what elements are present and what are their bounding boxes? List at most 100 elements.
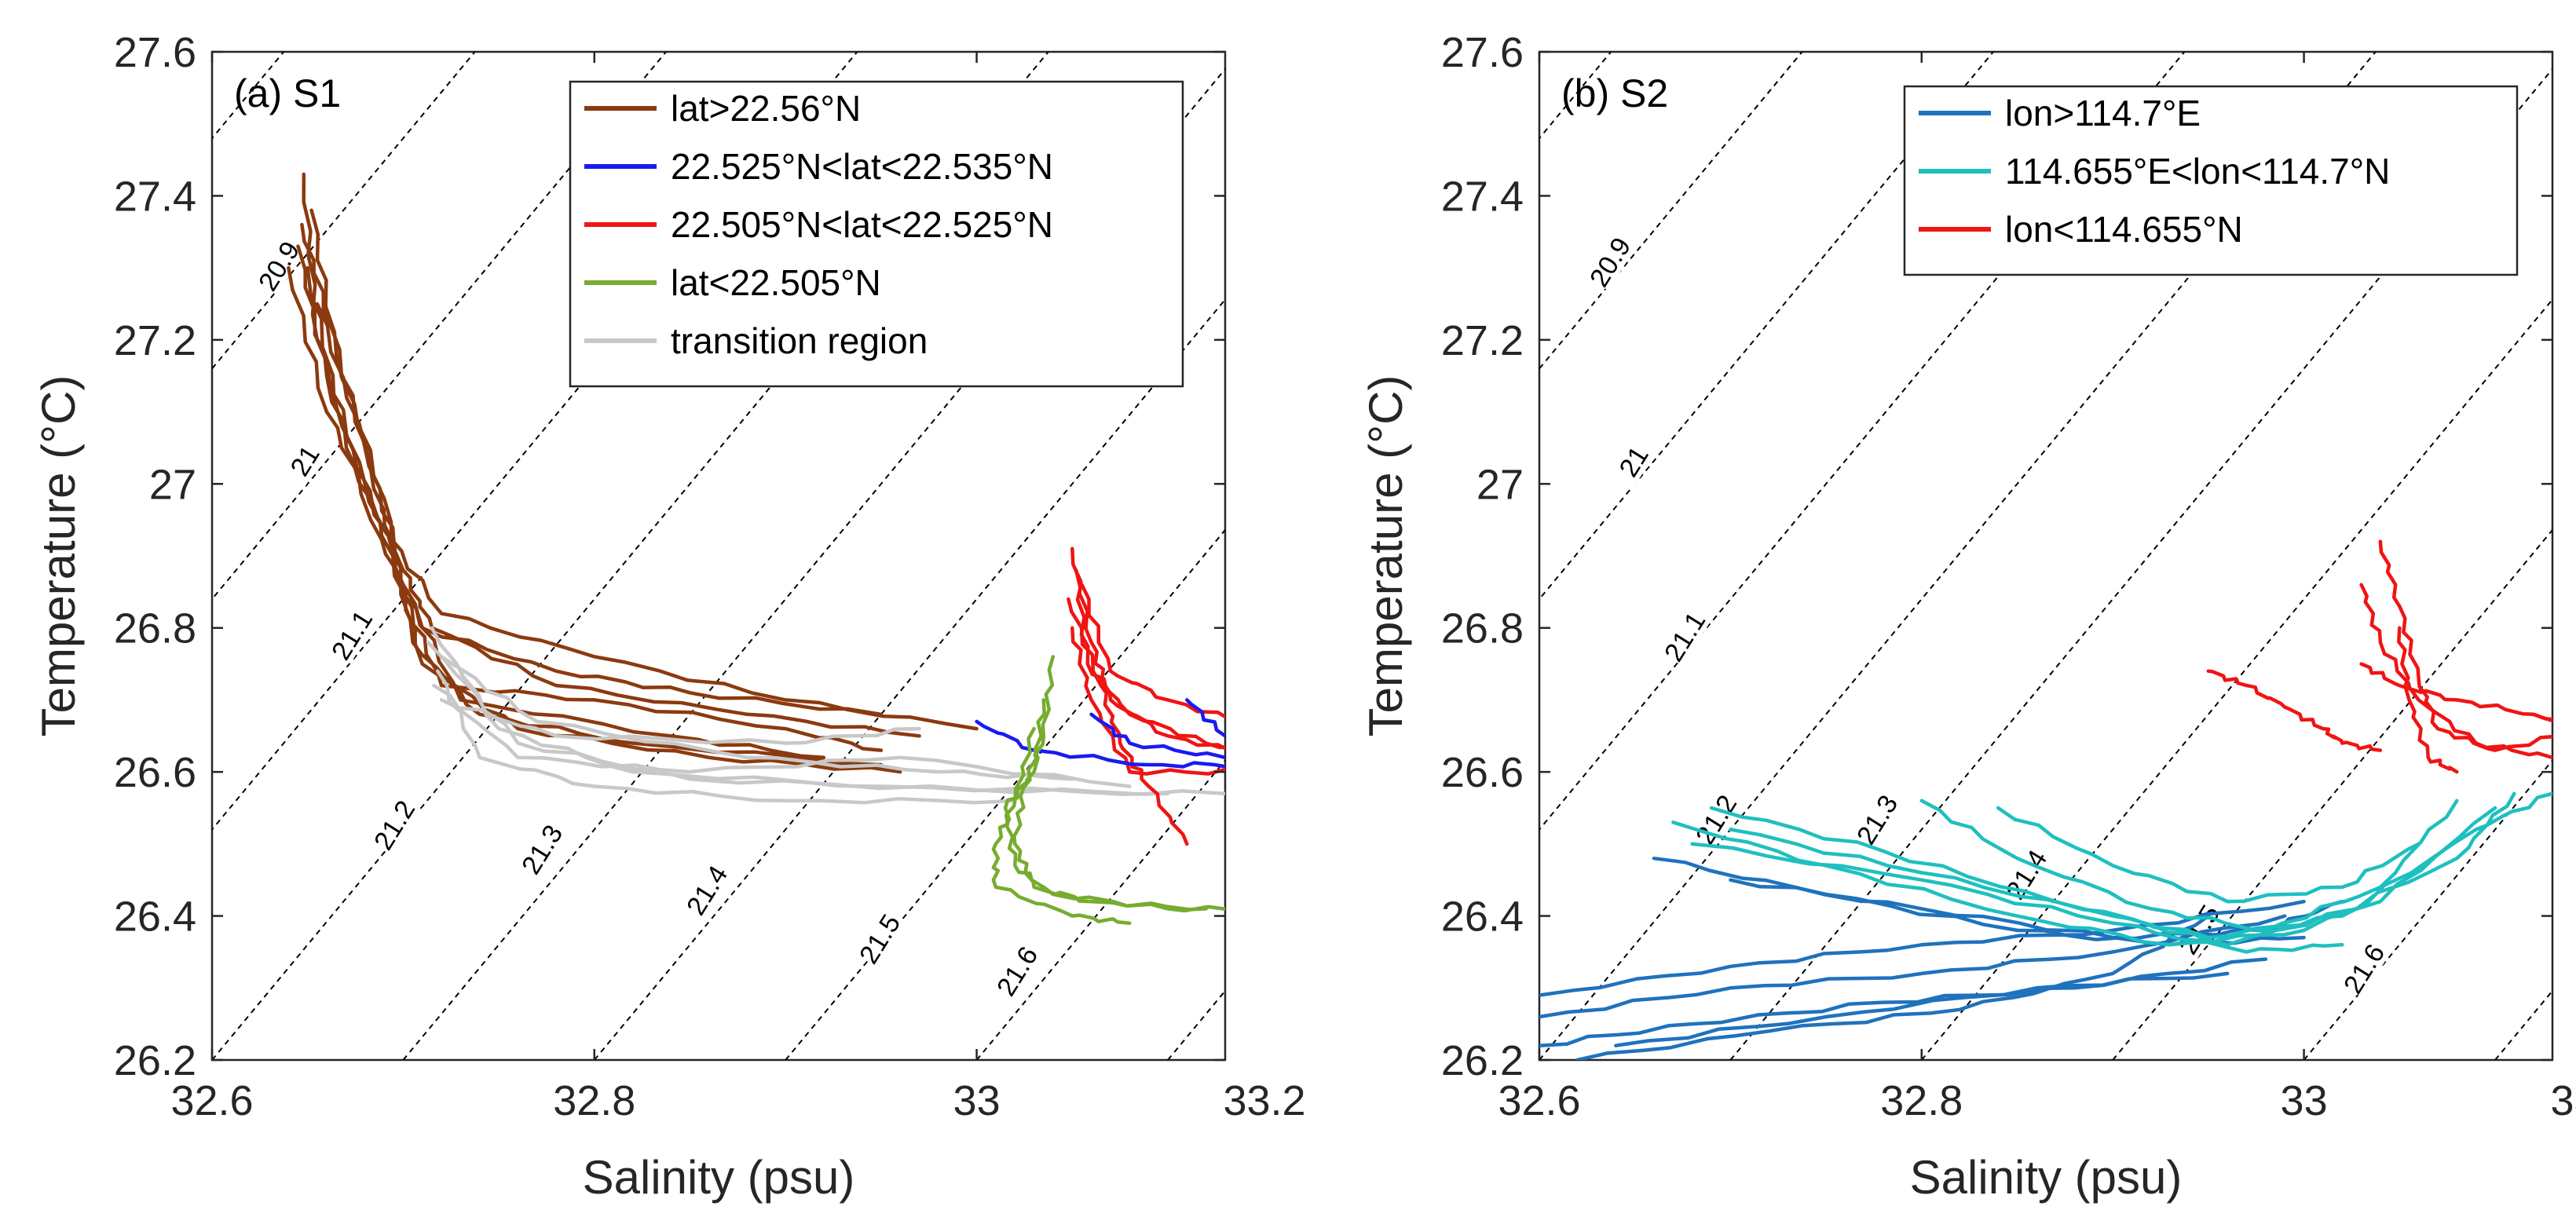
y-tick-label: 27.6 (114, 29, 196, 76)
profile-curve-brown (309, 208, 884, 767)
y-axis-label-b: Temperature (°C) (1359, 375, 1412, 737)
profile-curve-gray (439, 655, 1074, 781)
profile-curve-darkblue (1614, 971, 2230, 1047)
legend-b: lon>114.7°E 114.655°E<lon<114.7°N lon<114.… (1903, 85, 2519, 276)
x-tick-label: 32.6 (170, 1077, 253, 1124)
profile-curve-green (1012, 655, 1208, 912)
isopycnal-line (402, 68, 1225, 1060)
isopycnal-label-bg (1586, 234, 1636, 291)
legend-box (569, 80, 1184, 388)
y-axis-label-a: Temperature (°C) (32, 375, 85, 737)
panel-label-b: (b) S2 (1561, 71, 1668, 115)
profile-curve-brown (306, 265, 902, 774)
y-tick-label: 27 (1476, 461, 1524, 508)
y-tick-label: 26.6 (114, 749, 196, 796)
profile-curve-darkblue (1575, 914, 2211, 1060)
legend-box (1903, 85, 2519, 276)
isopycnal-label-bg (1609, 433, 1659, 491)
y-tick-label: 27.6 (1441, 29, 1524, 76)
x-tick-label: 33 (2281, 1077, 2328, 1124)
panel-label-a: (a) S1 (234, 71, 341, 115)
y-tick-label: 27.4 (114, 173, 196, 220)
isopycnal-label-bg (855, 911, 906, 968)
x-axis-label-b: Salinity (psu) (1910, 1151, 2183, 1204)
profile-curve-red (2359, 583, 2552, 760)
profile-curve-brown (287, 265, 979, 731)
legend-label: 22.505°N<lat<22.525°N (671, 204, 1053, 245)
isopycnal-line (594, 298, 1225, 1060)
legend-label: lon>114.7°E (2005, 93, 2201, 133)
x-tick-label: 33 (953, 1077, 1001, 1124)
y-tick-label: 27.2 (114, 317, 196, 364)
isopycnal-label-bg (682, 862, 733, 919)
profile-curve-red (2378, 539, 2552, 752)
profile-curve-cyan (1690, 842, 2344, 954)
y-tick-label: 26.8 (1441, 605, 1524, 652)
profile-curve-red (2397, 626, 2459, 774)
x-tick-label: 33.2 (2550, 1077, 2576, 1124)
isopycnal-label-bg (1853, 791, 1903, 849)
y-tick-label: 26.2 (114, 1037, 196, 1084)
isopycnal-label-bg (1660, 609, 1711, 666)
y-tick-label: 26.2 (1441, 1037, 1524, 1084)
x-tick-label: 32.8 (553, 1077, 635, 1124)
profile-curve-red (2206, 669, 2383, 752)
isopycnal-line (212, 52, 858, 831)
isopycnal-line (1921, 298, 2552, 1060)
isopycnal-line (1729, 68, 2552, 1060)
y-tick-label: 26.8 (114, 605, 196, 652)
profile-curve-gray (439, 698, 921, 745)
x-tick-label: 32.6 (1498, 1077, 1580, 1124)
profile-curve-red (1080, 583, 1225, 719)
legend-label: lat>22.56°N (671, 88, 861, 129)
isopycnal-line (975, 758, 1225, 1060)
isopycnal-line (1539, 52, 1994, 601)
profile-curve-blue (1185, 698, 1225, 738)
profile-curve-cyan (1709, 791, 2552, 940)
isopycnal-label-bg (1692, 791, 1742, 849)
legend-label: 22.525°N<lat<22.535°N (671, 146, 1053, 187)
legend-label: transition region (671, 320, 928, 361)
y-tick-label: 26.4 (114, 894, 196, 941)
profile-curve-red (1067, 597, 1189, 846)
y-tick-label: 27 (149, 461, 196, 508)
y-tick-label: 26.4 (1441, 894, 1524, 941)
y-tick-label: 26.6 (1441, 749, 1524, 796)
profile-curve-green (991, 726, 1132, 925)
profile-curve-darkblue (1539, 957, 2268, 1047)
profile-curve-gray (435, 669, 1017, 805)
profile-curve-cyan (1729, 806, 2497, 947)
profile-curve-blue (975, 719, 1225, 769)
isopycnal-line (1539, 52, 2377, 1060)
isopycnal-line (2303, 758, 2552, 1060)
profile-curve-cyan (1996, 806, 2420, 904)
y-tick-label: 27.4 (1441, 173, 1524, 220)
isopycnal-label-bg (518, 821, 568, 879)
x-tick-label: 33.2 (1223, 1077, 1305, 1124)
profile-curve-red (2359, 662, 2552, 723)
isopycnal-line (785, 528, 1225, 1060)
profile-curve-darkblue (1539, 899, 2306, 997)
isopycnal-label-bg (993, 943, 1043, 1000)
profile-curve-cyan (1919, 799, 2459, 933)
legend-label: lon<114.655°N (2005, 209, 2243, 250)
isopycnal-line (2112, 528, 2552, 1060)
x-tick-label: 32.8 (1880, 1077, 1963, 1124)
isopycnal-line (212, 52, 1049, 1060)
isopycnal-label-bg (370, 797, 420, 854)
profile-curve-blue (1089, 712, 1225, 760)
profile-curve-green (1003, 698, 1225, 913)
isopycnal-line (1539, 52, 2186, 831)
profile-curve-gray (432, 683, 1132, 788)
isopycnal-label-bg (2340, 941, 2390, 998)
isopycnal-label-bg (254, 238, 305, 295)
isopycnal-label-bg (280, 433, 331, 490)
legend-label: 114.655°E<lon<114.7°N (2005, 151, 2390, 192)
isopycnal-line (212, 52, 667, 601)
x-axis-label-a: Salinity (psu) (583, 1151, 855, 1204)
legend-a: lat>22.56°N 22.525°N<lat<22.535°N 22.505°N… (569, 80, 1184, 388)
profile-curve-brown (300, 222, 826, 760)
